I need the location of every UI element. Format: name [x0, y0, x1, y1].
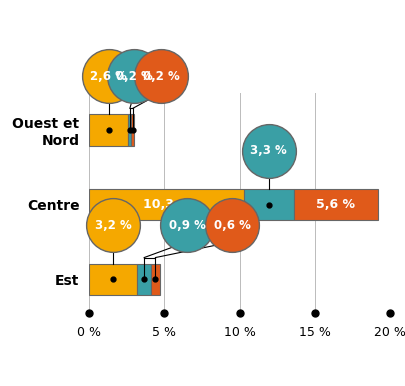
Bar: [151, 264, 160, 295]
Point: [110, 222, 116, 229]
Bar: [89, 114, 128, 146]
Point: [183, 222, 190, 229]
Text: 2,6 %: 2,6 %: [90, 70, 127, 83]
Text: 0,6 %: 0,6 %: [213, 219, 250, 232]
Bar: [243, 189, 293, 220]
Text: 5,6 %: 5,6 %: [315, 198, 354, 211]
Point: [228, 222, 235, 229]
Text: 0,2 %: 0,2 %: [116, 70, 152, 83]
Point: [105, 73, 112, 79]
Bar: [293, 189, 377, 220]
Bar: [128, 114, 131, 146]
Bar: [89, 189, 243, 220]
Text: 3,2 %: 3,2 %: [95, 219, 131, 232]
Bar: [131, 114, 134, 146]
Text: 0,2 %: 0,2 %: [143, 70, 179, 83]
Point: [158, 73, 164, 79]
Text: 3,3 %: 3,3 %: [250, 144, 286, 157]
Point: [265, 148, 271, 154]
Bar: [137, 264, 151, 295]
Text: 0,9 %: 0,9 %: [168, 219, 205, 232]
Bar: [89, 264, 137, 295]
Point: [131, 73, 137, 79]
Text: 10,3 %: 10,3 %: [143, 198, 190, 211]
